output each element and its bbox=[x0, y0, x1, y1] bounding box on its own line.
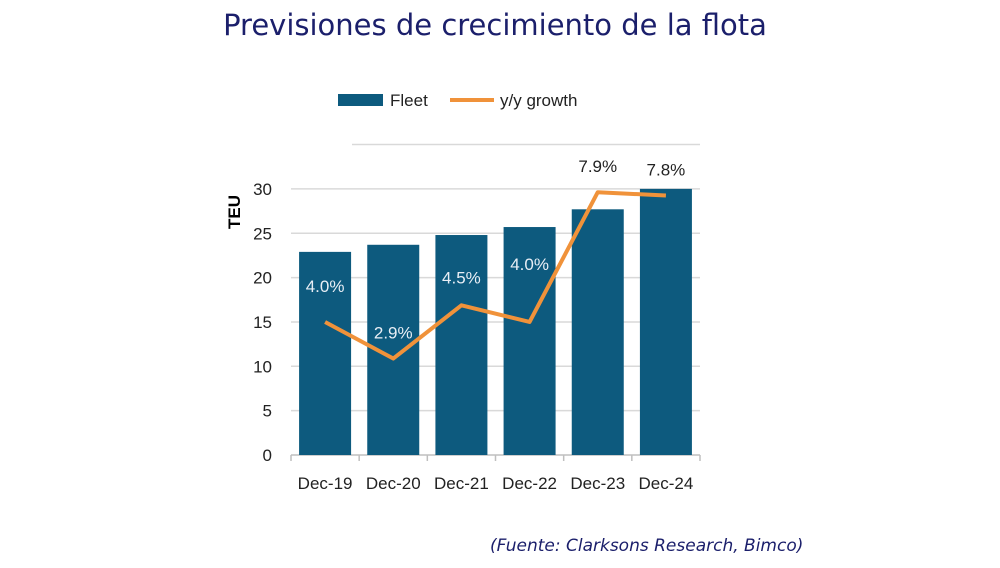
data-label: 4.0% bbox=[510, 255, 549, 274]
y-tick-label: 0 bbox=[263, 446, 272, 465]
growth-line bbox=[324, 190, 667, 361]
legend-label-fleet: Fleet bbox=[390, 91, 428, 110]
bar-dec-23 bbox=[571, 209, 624, 455]
x-tick-label: Dec-22 bbox=[502, 474, 557, 493]
bar-dec-22 bbox=[503, 227, 556, 455]
data-label: 7.9% bbox=[578, 157, 617, 176]
source-note: (Fuente: Clarksons Research, Bimco) bbox=[490, 536, 804, 556]
bar-dec-21 bbox=[435, 235, 488, 455]
y-tick-label: 20 bbox=[253, 269, 272, 288]
data-label: 2.9% bbox=[374, 324, 413, 343]
y-tick-label: 10 bbox=[253, 357, 272, 376]
bar-dec-24 bbox=[639, 188, 692, 455]
chart-title: Previsiones de crecimiento de la flota bbox=[223, 8, 767, 42]
data-label: 7.8% bbox=[647, 161, 686, 180]
y-tick-label: 30 bbox=[253, 180, 272, 199]
x-tick-label: Dec-24 bbox=[639, 474, 694, 493]
x-tick-label: Dec-21 bbox=[434, 474, 489, 493]
label-clip bbox=[240, 160, 280, 182]
y-tick-label: 15 bbox=[253, 313, 272, 332]
y-tick-label: 25 bbox=[253, 224, 272, 243]
x-tick-label: Dec-23 bbox=[570, 474, 625, 493]
bar-dec-19 bbox=[299, 251, 352, 455]
y-axis-label: TEU bbox=[225, 195, 244, 229]
data-label: 4.5% bbox=[442, 268, 481, 287]
data-label: 4.0% bbox=[306, 277, 345, 296]
x-tick-label: Dec-19 bbox=[298, 474, 353, 493]
x-tick-label: Dec-20 bbox=[366, 474, 421, 493]
legend-swatch-fleet bbox=[338, 94, 383, 106]
legend-label-growth: y/y growth bbox=[500, 91, 577, 110]
y-tick-label: 5 bbox=[263, 402, 272, 421]
